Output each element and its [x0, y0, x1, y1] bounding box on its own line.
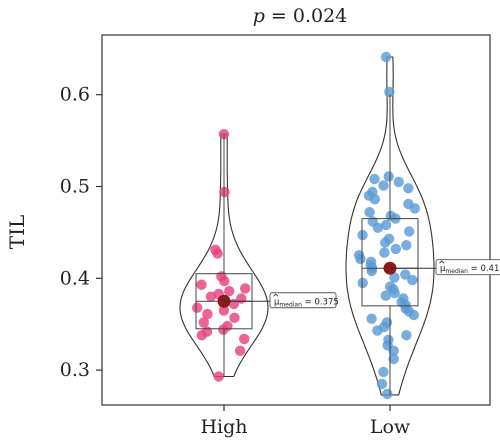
chart-title: p = 0.024	[253, 5, 348, 27]
data-point-low	[407, 274, 418, 286]
data-point-low	[401, 330, 412, 341]
data-point-low	[388, 345, 399, 356]
data-point-low	[369, 194, 380, 205]
data-point-low	[388, 353, 399, 365]
median-label-high: μmedian = 0.375	[274, 297, 339, 308]
plot-frame	[101, 34, 491, 406]
violins-layer	[179, 56, 435, 396]
chart-title-rest: = 0.024	[265, 5, 347, 27]
data-point-low	[400, 269, 411, 280]
data-point-low	[389, 272, 400, 283]
data-point-high	[196, 330, 207, 341]
data-point-high	[192, 302, 203, 313]
data-point-high	[218, 324, 229, 335]
data-point-low	[389, 287, 400, 299]
data-point-low	[378, 366, 389, 378]
data-point-low	[380, 290, 391, 301]
hat-mark	[439, 260, 445, 264]
data-point-high	[234, 345, 246, 356]
data-point-low	[383, 171, 394, 182]
data-point-high	[196, 279, 207, 290]
data-point-low	[404, 226, 415, 237]
y-tick-label: 0.6	[60, 84, 90, 106]
data-point-high	[213, 371, 224, 382]
data-point-high	[240, 283, 251, 294]
data-point-low	[380, 51, 392, 63]
chart-title-p: p	[253, 5, 265, 27]
median-label-box-low	[435, 259, 500, 276]
data-point-low	[384, 86, 395, 98]
axes-layer: 0.3 0.4 0.5 0.6 High Low	[60, 84, 411, 438]
data-point-high	[218, 305, 230, 316]
data-point-low	[378, 180, 389, 191]
data-point-low	[355, 253, 366, 265]
x-tick-label-low: Low	[370, 416, 411, 438]
data-point-high	[224, 286, 235, 297]
data-point-high	[212, 248, 223, 259]
data-point-low	[390, 243, 401, 255]
data-point-low	[369, 173, 380, 185]
data-point-low	[357, 229, 368, 241]
data-point-low	[357, 277, 368, 289]
x-tick-label-high: High	[200, 416, 247, 438]
box-low	[361, 218, 419, 307]
data-point-low	[408, 309, 419, 321]
data-point-low	[364, 207, 375, 218]
data-point-low	[409, 203, 421, 214]
data-point-low	[376, 378, 388, 390]
median-label-low: μmedian = 0.411	[440, 264, 500, 275]
y-axis-title: TIL	[5, 215, 29, 250]
data-point-low	[401, 240, 412, 251]
data-point-high	[239, 333, 250, 345]
data-point-low	[403, 183, 414, 194]
data-point-high	[198, 317, 209, 328]
y-tick-label: 0.3	[60, 359, 90, 381]
y-tick-label: 0.4	[60, 267, 90, 289]
data-point-low	[382, 388, 393, 400]
data-point-low	[366, 313, 377, 324]
data-point-low	[372, 325, 383, 336]
data-point-low	[380, 237, 391, 248]
points-layer	[192, 51, 421, 400]
y-tick-label: 0.5	[60, 175, 90, 197]
data-point-high	[229, 312, 240, 323]
data-point-high	[202, 308, 213, 320]
data-point-low	[372, 222, 384, 233]
data-point-low	[393, 176, 404, 188]
data-point-high	[205, 291, 217, 302]
data-point-low	[379, 247, 390, 258]
data-point-low	[366, 265, 377, 277]
median-label-box-high	[269, 292, 337, 309]
hat-mark	[273, 293, 279, 297]
median-markers-layer: μmedian = 0.375 μmedian = 0.411	[217, 259, 500, 309]
data-point-low	[380, 219, 392, 231]
data-point-high	[219, 275, 230, 287]
